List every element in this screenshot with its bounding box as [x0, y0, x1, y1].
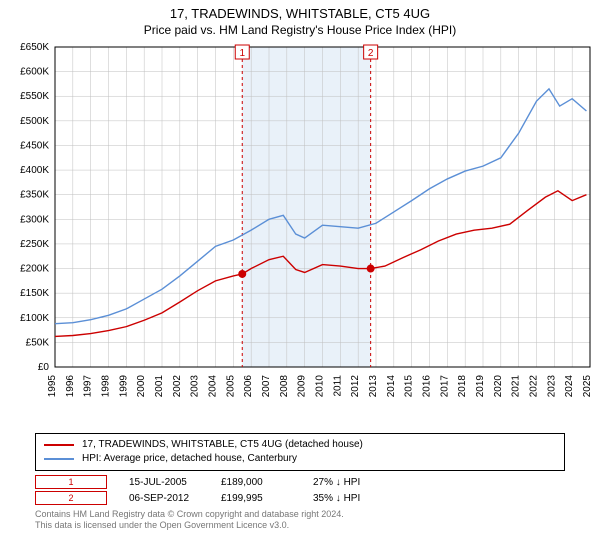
svg-text:£150K: £150K [20, 288, 49, 299]
sale-row: 1 15-JUL-2005 £189,000 27% ↓ HPI [35, 475, 565, 489]
svg-text:2009: 2009 [297, 375, 308, 398]
legend-label-property: 17, TRADEWINDS, WHITSTABLE, CT5 4UG (det… [82, 438, 363, 452]
svg-text:£600K: £600K [20, 67, 49, 78]
svg-text:2022: 2022 [529, 375, 540, 398]
svg-text:1997: 1997 [83, 375, 94, 398]
sale-date: 15-JUL-2005 [129, 477, 199, 488]
svg-text:2006: 2006 [243, 375, 254, 398]
legend: 17, TRADEWINDS, WHITSTABLE, CT5 4UG (det… [35, 433, 565, 471]
legend-swatch-property [44, 444, 74, 446]
svg-text:2012: 2012 [350, 375, 361, 398]
svg-text:1996: 1996 [65, 375, 76, 398]
svg-text:2013: 2013 [368, 375, 379, 398]
svg-text:1999: 1999 [118, 375, 129, 398]
svg-text:2017: 2017 [439, 375, 450, 398]
svg-text:2025: 2025 [582, 375, 593, 398]
sale-row: 2 06-SEP-2012 £199,995 35% ↓ HPI [35, 491, 565, 505]
svg-text:2024: 2024 [564, 375, 575, 398]
svg-text:2003: 2003 [190, 375, 201, 398]
svg-text:2011: 2011 [332, 375, 343, 397]
svg-text:£200K: £200K [20, 264, 49, 275]
svg-text:2015: 2015 [404, 375, 415, 398]
svg-text:£0: £0 [38, 362, 50, 373]
svg-text:2000: 2000 [136, 375, 147, 398]
svg-text:1995: 1995 [47, 375, 58, 398]
svg-text:£500K: £500K [20, 116, 49, 127]
svg-text:2: 2 [368, 48, 374, 59]
svg-text:1: 1 [239, 48, 245, 59]
svg-text:2002: 2002 [172, 375, 183, 398]
sale-marker-2: 2 [35, 491, 107, 505]
svg-text:2004: 2004 [208, 375, 219, 398]
svg-text:2023: 2023 [546, 375, 557, 398]
svg-text:2019: 2019 [475, 375, 486, 398]
svg-text:£350K: £350K [20, 190, 49, 201]
svg-text:1998: 1998 [101, 375, 112, 398]
svg-text:2010: 2010 [315, 375, 326, 398]
svg-text:2008: 2008 [279, 375, 290, 398]
svg-text:£100K: £100K [20, 313, 49, 324]
page-title: 17, TRADEWINDS, WHITSTABLE, CT5 4UG [0, 0, 600, 21]
svg-text:2021: 2021 [511, 375, 522, 398]
svg-text:2018: 2018 [457, 375, 468, 398]
sales-table: 1 15-JUL-2005 £189,000 27% ↓ HPI 2 06-SE… [35, 475, 565, 505]
svg-text:2020: 2020 [493, 375, 504, 398]
svg-text:2014: 2014 [386, 375, 397, 398]
legend-swatch-hpi [44, 458, 74, 460]
svg-text:£50K: £50K [26, 337, 50, 348]
sale-price: £189,000 [221, 477, 291, 488]
legend-label-hpi: HPI: Average price, detached house, Cant… [82, 452, 297, 466]
svg-text:2005: 2005 [225, 375, 236, 398]
price-chart: £0 £50K £100K £150K £200K £250K £300K £350K £400… [0, 37, 600, 427]
svg-text:2007: 2007 [261, 375, 272, 398]
svg-text:2016: 2016 [422, 375, 433, 398]
sale-diff: 27% ↓ HPI [313, 477, 383, 488]
svg-text:£400K: £400K [20, 165, 49, 176]
footnote: Contains HM Land Registry data © Crown c… [35, 509, 565, 532]
sale-diff: 35% ↓ HPI [313, 493, 383, 504]
svg-text:£650K: £650K [20, 42, 49, 53]
sale-price: £199,995 [221, 493, 291, 504]
sale-marker-1: 1 [35, 475, 107, 489]
sale-date: 06-SEP-2012 [129, 493, 199, 504]
svg-text:£300K: £300K [20, 214, 49, 225]
svg-text:£250K: £250K [20, 239, 49, 250]
svg-text:£450K: £450K [20, 140, 49, 151]
page-subtitle: Price paid vs. HM Land Registry's House … [0, 23, 600, 37]
svg-text:2001: 2001 [154, 375, 165, 398]
svg-text:£550K: £550K [20, 91, 49, 102]
